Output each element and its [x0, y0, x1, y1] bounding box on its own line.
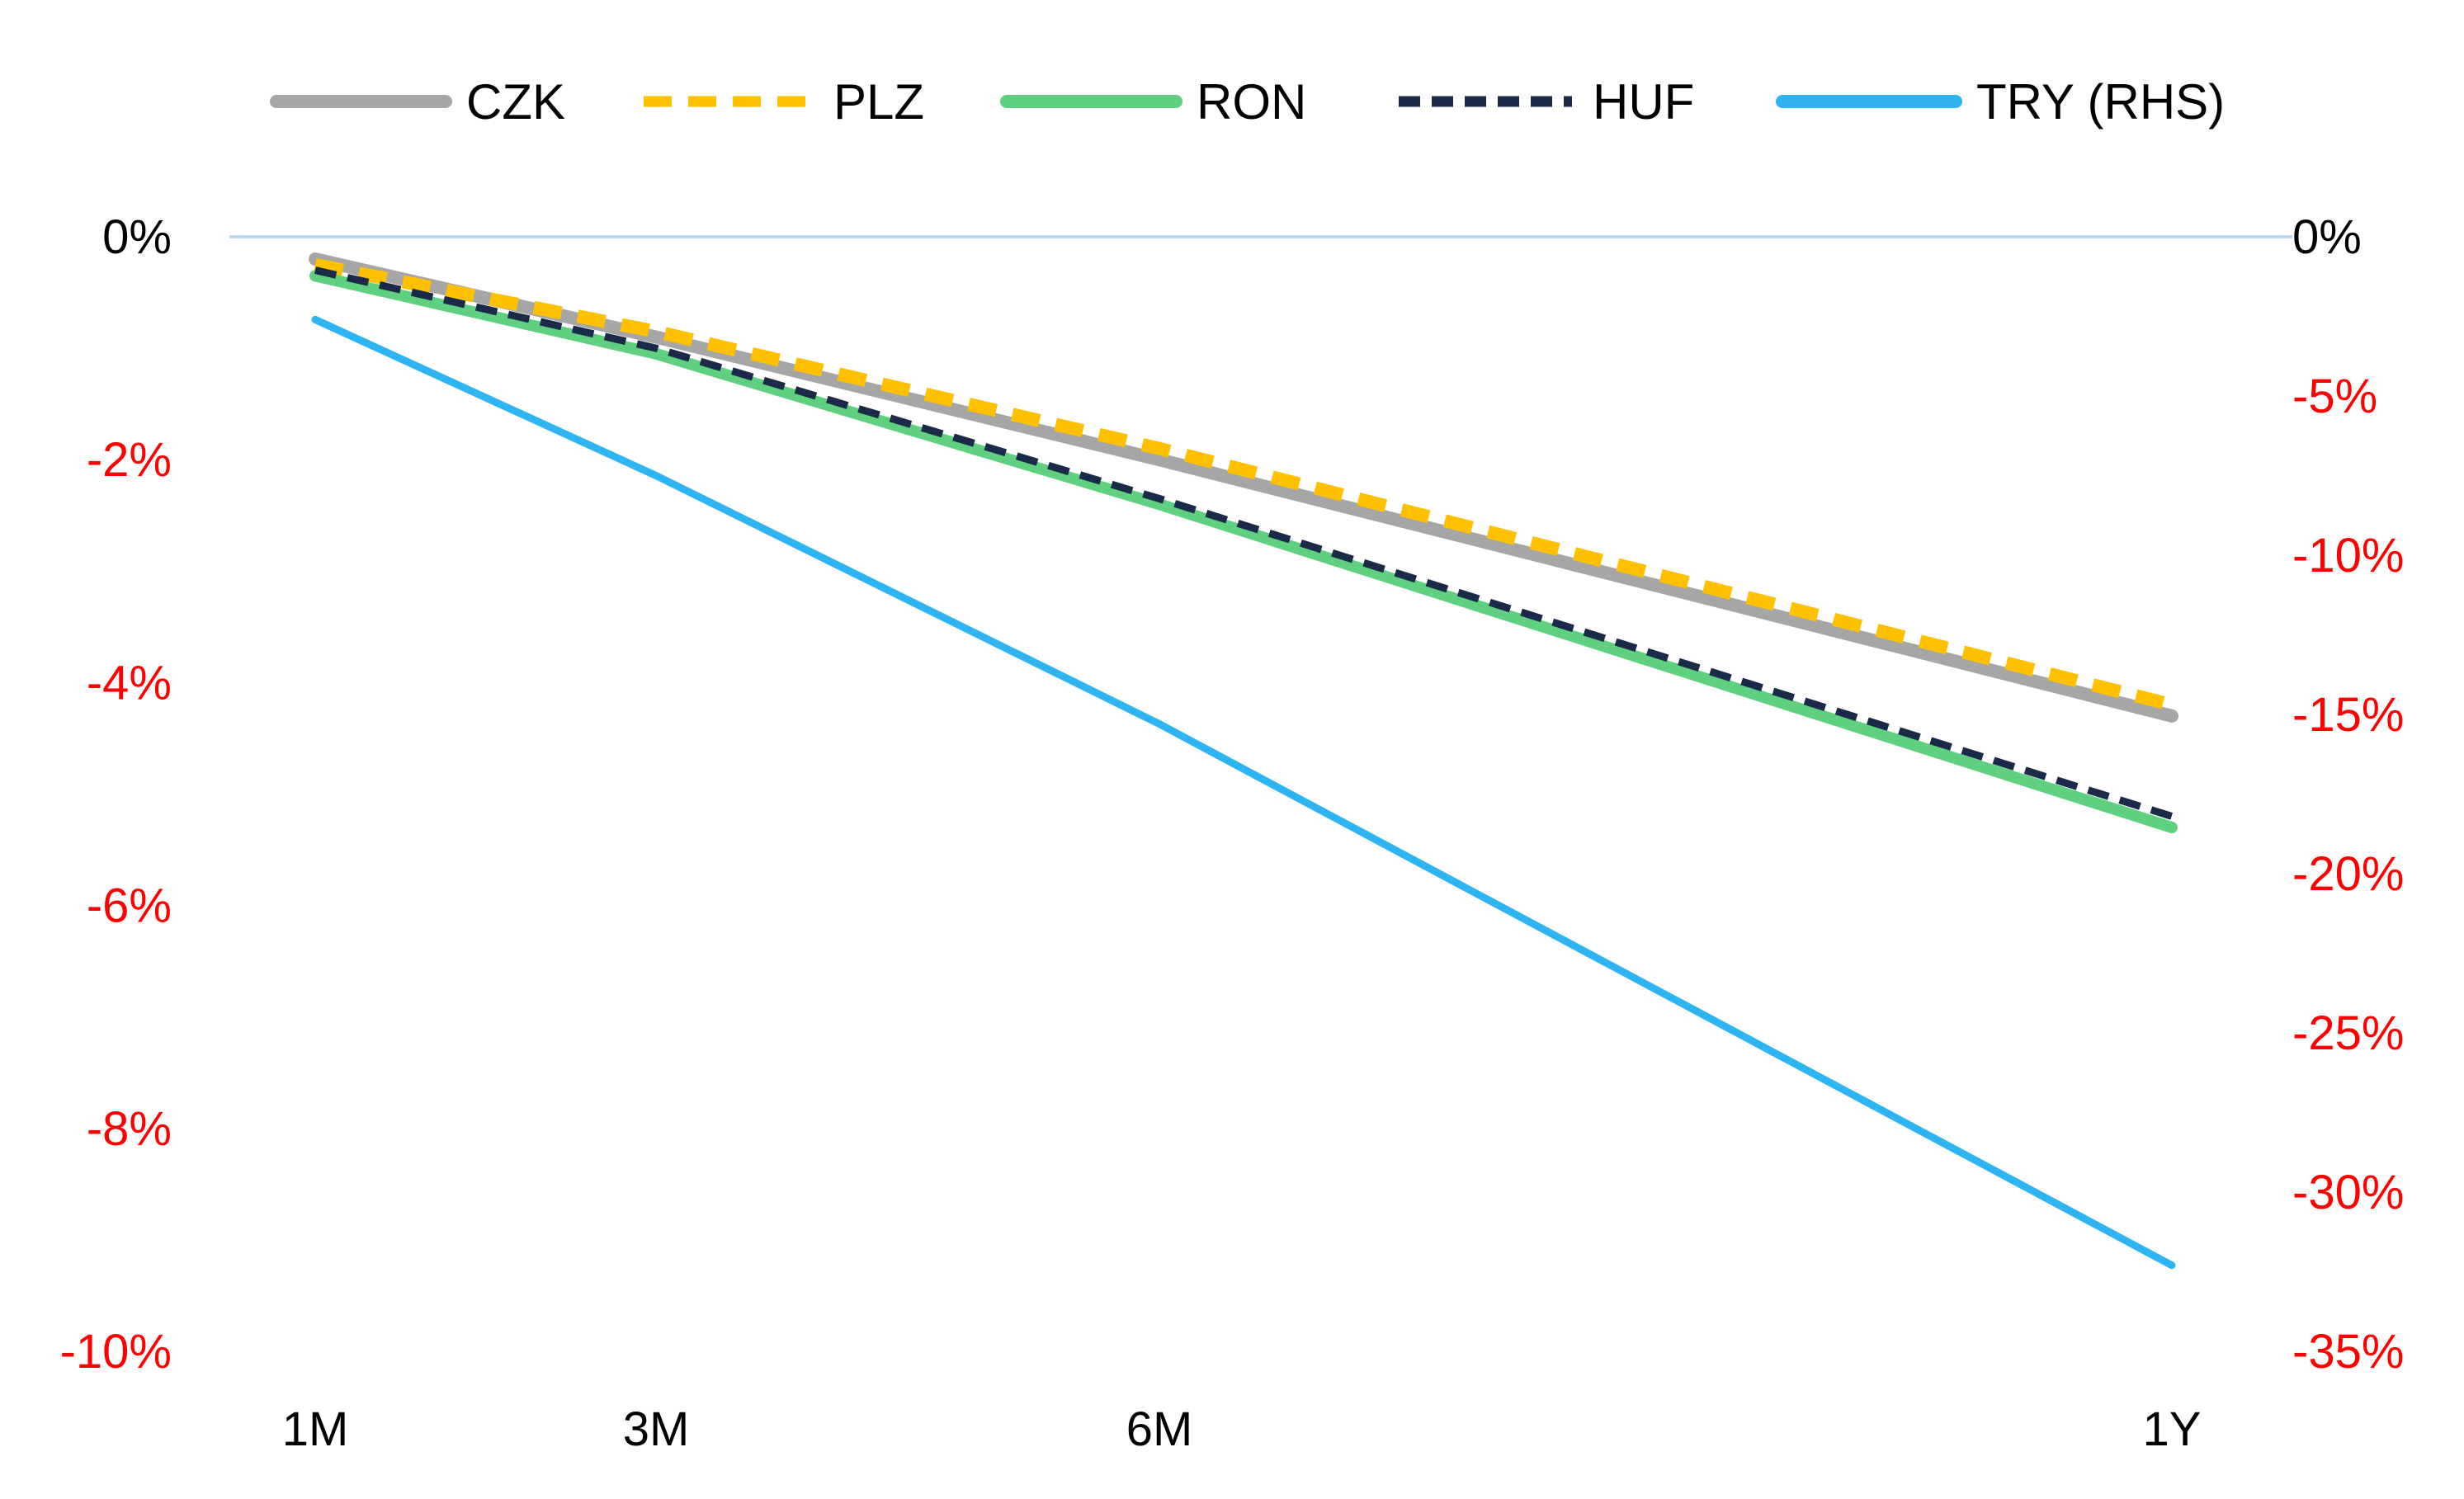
- left-tick-label: 0%: [102, 210, 172, 264]
- legend-label-try-rhs: TRY (RHS): [1976, 74, 2225, 130]
- legend-label-huf: HUF: [1593, 74, 1694, 130]
- x-tick-label: 3M: [623, 1402, 690, 1456]
- x-tick-label: 6M: [1126, 1402, 1193, 1456]
- right-tick-label: 0%: [2292, 210, 2362, 264]
- legend-label-ron: RON: [1197, 74, 1306, 130]
- left-tick-label: -6%: [87, 879, 172, 933]
- left-tick-label: -8%: [87, 1102, 172, 1156]
- right-axis-ticks: 0% -5% -10% -15% -20% -25% -30% -35%: [2292, 210, 2404, 1379]
- legend-label-czk: CZK: [466, 74, 565, 130]
- left-tick-label: -2%: [87, 433, 172, 487]
- legend-label-plz: PLZ: [833, 74, 924, 130]
- right-tick-label: -10%: [2292, 529, 2404, 582]
- left-tick-label: -10%: [60, 1325, 172, 1379]
- series-line-huf: [314, 266, 2174, 820]
- left-axis-ticks: 0% -2% -4% -6% -8% -10%: [60, 210, 172, 1379]
- series-line-czk: [309, 252, 2178, 723]
- series-line-ron: [309, 270, 2178, 834]
- right-tick-label: -25%: [2292, 1006, 2404, 1060]
- left-tick-label: -4%: [87, 656, 172, 709]
- series-line-try-rhs: [311, 315, 2176, 1270]
- right-tick-label: -30%: [2292, 1166, 2404, 1219]
- x-tick-label: 1Y: [2143, 1402, 2202, 1456]
- x-axis-ticks: 1M 3M 6M 1Y: [282, 1402, 2202, 1456]
- legend: CZK PLZ RON HUF TRY (RHS): [270, 74, 2225, 130]
- right-tick-label: -15%: [2292, 688, 2404, 742]
- x-tick-label: 1M: [282, 1402, 349, 1456]
- right-tick-label: -5%: [2292, 370, 2377, 423]
- right-tick-label: -20%: [2292, 847, 2404, 901]
- right-tick-label: -35%: [2292, 1325, 2404, 1379]
- series-layer: [309, 252, 2178, 1270]
- series-line-plz: [314, 257, 2174, 712]
